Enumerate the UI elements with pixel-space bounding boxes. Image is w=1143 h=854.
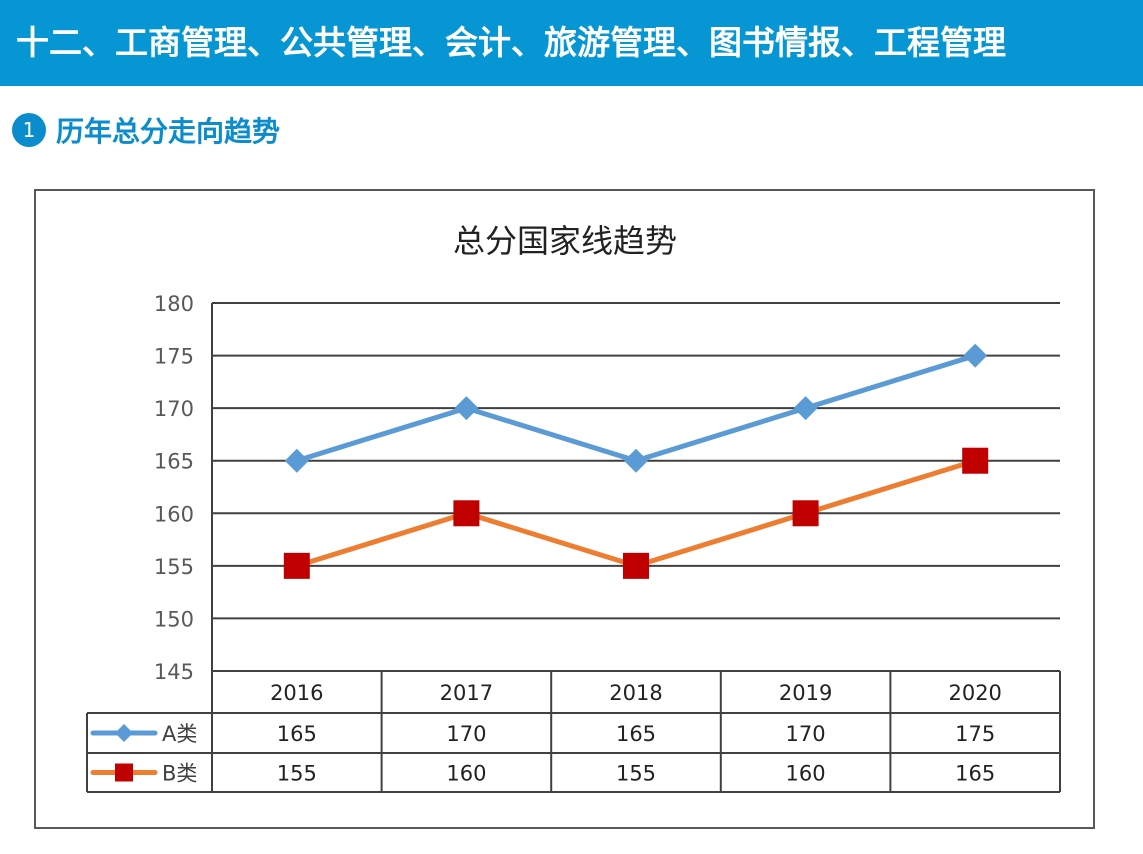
data-point-diamond	[284, 448, 309, 473]
data-point-square	[453, 500, 480, 527]
legend-label: A类	[162, 722, 197, 746]
x-tick-label: 2019	[779, 681, 832, 705]
data-table-value: 170	[786, 722, 826, 746]
data-table-value: 165	[277, 722, 317, 746]
data-point-square	[623, 552, 649, 579]
chart-title: 总分国家线趋势	[453, 222, 677, 260]
data-point-square	[962, 447, 989, 474]
x-tick-label: 2018	[609, 681, 662, 705]
data-point-diamond	[963, 343, 988, 368]
data-table-value: 175	[955, 722, 995, 746]
data-table-value: 165	[955, 762, 995, 786]
x-tick-label: 2017	[440, 681, 493, 705]
data-table-value: 165	[616, 722, 656, 746]
y-tick-label: 155	[154, 555, 194, 579]
section-title: 历年总分走向趋势	[56, 115, 281, 148]
y-tick-label: 165	[154, 450, 194, 474]
section-number-badge: 1	[12, 113, 46, 147]
data-point-diamond	[454, 396, 479, 421]
data-table-value: 170	[446, 722, 486, 746]
data-table-value: 155	[616, 762, 656, 786]
y-tick-label: 160	[154, 502, 194, 526]
data-point-square	[283, 552, 310, 579]
legend-label: B类	[162, 762, 197, 786]
legend-square-marker	[115, 763, 133, 782]
data-table-value: 160	[446, 762, 486, 786]
data-point-square	[792, 500, 819, 527]
y-tick-label: 180	[154, 292, 194, 316]
y-tick-label: 145	[154, 660, 194, 684]
y-tick-label: 175	[154, 345, 194, 369]
data-point-diamond	[793, 396, 818, 421]
data-table-value: 160	[786, 762, 826, 786]
x-tick-label: 2020	[948, 681, 1001, 705]
legend-diamond-marker	[115, 724, 133, 742]
page-header: 十二、工商管理、公共管理、会计、旅游管理、图书情报、工程管理	[0, 0, 1143, 86]
section-heading: 1 历年总分走向趋势	[12, 108, 280, 152]
data-point-diamond	[624, 448, 648, 473]
data-table-value: 155	[277, 762, 317, 786]
x-tick-label: 2016	[270, 681, 323, 705]
y-tick-label: 170	[154, 397, 194, 421]
y-tick-label: 150	[154, 607, 194, 631]
